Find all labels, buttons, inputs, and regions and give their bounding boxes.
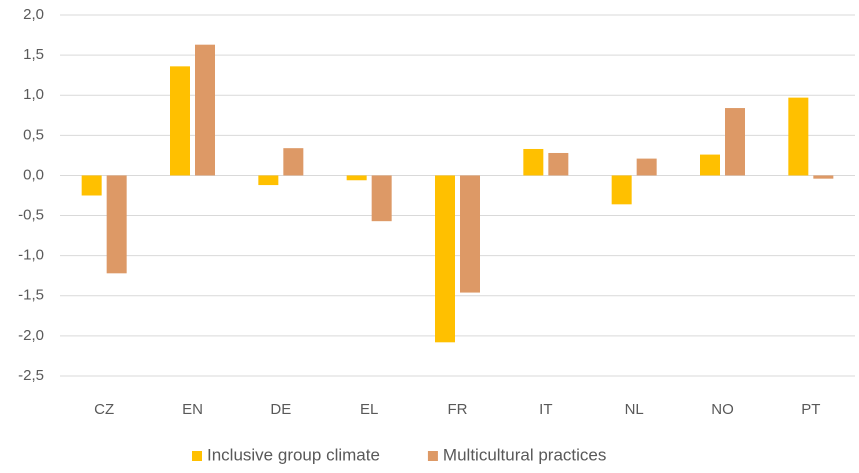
y-tick-label: -2,5 [18,367,44,384]
bar [548,152,569,176]
x-tick-label: EN [182,401,203,418]
bar [813,175,834,179]
bar [346,175,367,181]
x-tick-label: CZ [94,401,114,418]
bar [106,175,127,274]
bar [611,175,632,205]
y-tick-label: -0,5 [18,207,44,224]
y-tick-label: -1,0 [18,247,44,264]
bar [523,148,544,176]
bar [725,108,745,176]
bar [636,158,657,176]
y-tick-label: 0,5 [23,126,44,143]
x-tick-label: PT [801,401,820,418]
x-tick-label: NL [625,401,644,418]
bar [258,175,279,186]
y-tick-label: -2,0 [18,327,44,344]
x-tick-label: FR [448,401,468,418]
bar [81,175,102,196]
x-tick-label: NO [711,401,734,418]
y-tick-label: 1,0 [23,86,44,103]
y-tick-label: -1,5 [18,287,44,304]
legend-label: Multicultural practices [443,445,606,464]
y-tick-label: 1,5 [23,46,44,63]
legend-label: Inclusive group climate [207,445,380,464]
x-tick-label: IT [539,401,552,418]
bar [700,154,720,176]
bar [435,175,455,343]
x-tick-label: DE [270,401,291,418]
legend-swatch [427,451,438,461]
y-tick-label: 0,0 [23,166,44,183]
bar [371,175,392,222]
legend-swatch [192,451,202,461]
x-tick-label: EL [360,401,378,418]
bar [170,66,190,176]
bar [788,97,809,176]
bar [195,44,215,176]
bar [460,175,480,293]
y-tick-label: 2,0 [23,6,44,23]
bar [283,148,304,176]
